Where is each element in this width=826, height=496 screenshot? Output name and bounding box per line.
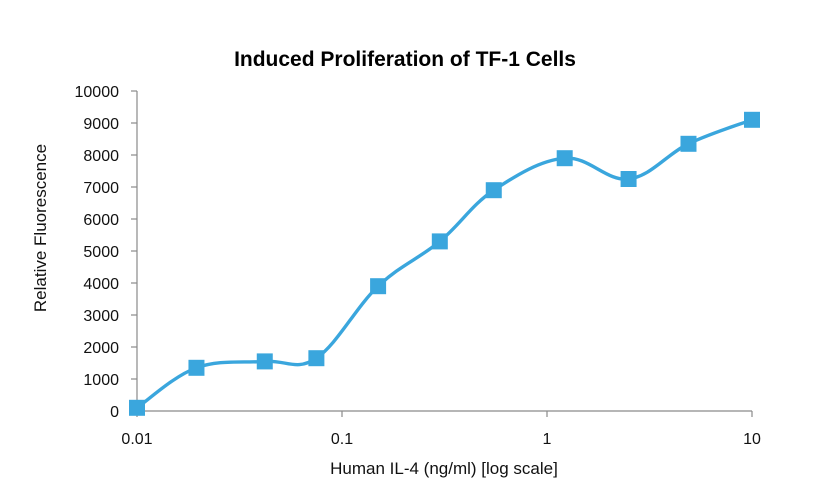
- y-axis-label: Relative Fluorescence: [31, 144, 50, 312]
- y-tick-label: 8000: [83, 148, 119, 165]
- data-point: [308, 350, 325, 367]
- x-axis-label: Human IL-4 (ng/ml) [log scale]: [330, 459, 558, 478]
- data-point: [188, 359, 205, 376]
- y-tick-label: 2000: [83, 340, 119, 357]
- y-tick-label: 4000: [83, 276, 119, 293]
- y-tick-label: 7000: [83, 180, 119, 197]
- data-point: [485, 182, 502, 199]
- series-line: [135, 118, 754, 410]
- data-point: [680, 135, 697, 152]
- data-point: [431, 233, 448, 250]
- y-tick-label: 1000: [83, 372, 119, 389]
- y-tick-label: 5000: [83, 244, 119, 261]
- ticks: 0100020003000400050006000700080009000100…: [75, 84, 762, 448]
- data-point: [256, 353, 273, 370]
- data-point: [744, 111, 760, 128]
- data-point: [556, 150, 573, 167]
- y-tick-label: 6000: [83, 212, 119, 229]
- y-tick-label: 10000: [75, 84, 120, 101]
- x-tick-label: 1: [543, 431, 552, 448]
- x-tick-label: 10: [743, 431, 761, 448]
- x-tick-label: 0.01: [121, 431, 152, 448]
- y-tick-label: 0: [110, 404, 119, 421]
- data-point: [620, 171, 637, 187]
- chart-title: Induced Proliferation of TF-1 Cells: [234, 48, 576, 71]
- series-layer: [129, 111, 760, 416]
- data-point: [129, 399, 145, 416]
- y-tick-label: 3000: [83, 308, 119, 325]
- y-tick-label: 9000: [83, 116, 119, 133]
- x-tick-label: 0.1: [331, 431, 353, 448]
- data-point: [370, 278, 387, 295]
